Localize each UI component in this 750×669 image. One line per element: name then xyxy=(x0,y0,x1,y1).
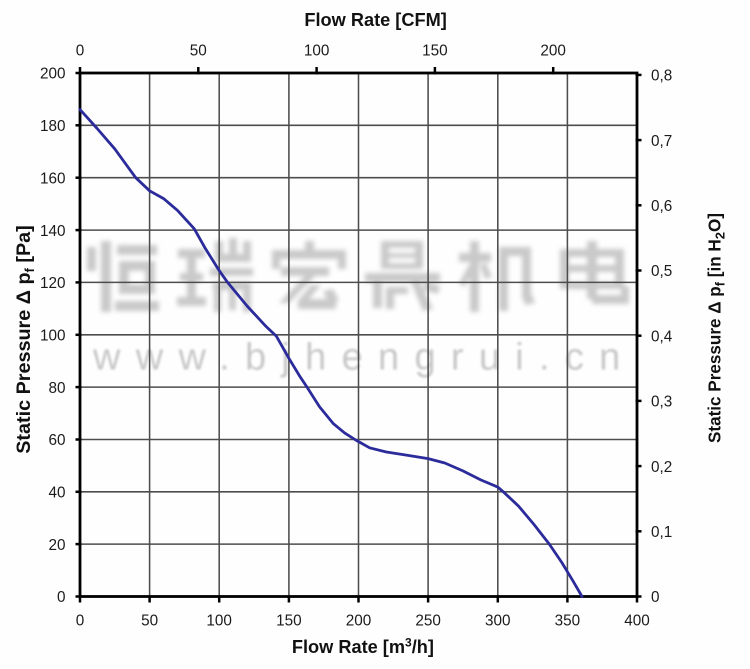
svg-text:350: 350 xyxy=(555,613,581,630)
svg-text:120: 120 xyxy=(40,275,66,292)
svg-text:80: 80 xyxy=(48,380,65,397)
svg-text:150: 150 xyxy=(276,613,302,630)
svg-text:200: 200 xyxy=(540,42,566,59)
svg-text:0: 0 xyxy=(651,589,660,606)
svg-text:100: 100 xyxy=(304,42,330,59)
svg-text:60: 60 xyxy=(48,432,65,449)
svg-text:250: 250 xyxy=(415,613,441,630)
svg-text:Flow Rate [m3/h]: Flow Rate [m3/h] xyxy=(292,635,434,657)
svg-text:0,8: 0,8 xyxy=(651,68,672,85)
svg-text:www.bjhengrui.cn: www.bjhengrui.cn xyxy=(92,337,636,379)
svg-text:Static Pressure Δ pf [Pa]: Static Pressure Δ pf [Pa] xyxy=(13,225,37,454)
svg-text:100: 100 xyxy=(40,327,66,344)
svg-text:0: 0 xyxy=(57,589,66,606)
svg-text:400: 400 xyxy=(624,613,650,630)
svg-text:0,7: 0,7 xyxy=(651,133,672,150)
svg-text:0,5: 0,5 xyxy=(651,263,672,280)
svg-text:40: 40 xyxy=(48,485,65,502)
svg-text:300: 300 xyxy=(485,613,511,630)
svg-text:100: 100 xyxy=(206,613,232,630)
svg-text:0: 0 xyxy=(76,613,85,630)
svg-text:Static Pressure Δ pf [in H2O]: Static Pressure Δ pf [in H2O] xyxy=(706,213,728,443)
svg-text:140: 140 xyxy=(40,223,66,240)
svg-text:150: 150 xyxy=(422,42,448,59)
svg-text:180: 180 xyxy=(40,118,66,135)
svg-text:160: 160 xyxy=(40,170,66,187)
svg-text:20: 20 xyxy=(48,537,65,554)
svg-text:200: 200 xyxy=(40,66,66,83)
svg-text:0,1: 0,1 xyxy=(651,524,672,541)
svg-text:Flow Rate [CFM]: Flow Rate [CFM] xyxy=(304,10,446,30)
svg-text:50: 50 xyxy=(141,613,158,630)
svg-text:200: 200 xyxy=(346,613,372,630)
svg-text:0: 0 xyxy=(76,42,85,59)
svg-text:0,3: 0,3 xyxy=(651,394,672,411)
svg-text:0,2: 0,2 xyxy=(651,459,672,476)
svg-text:0,6: 0,6 xyxy=(651,198,672,215)
svg-text:50: 50 xyxy=(190,42,207,59)
svg-text:0,4: 0,4 xyxy=(651,328,673,345)
